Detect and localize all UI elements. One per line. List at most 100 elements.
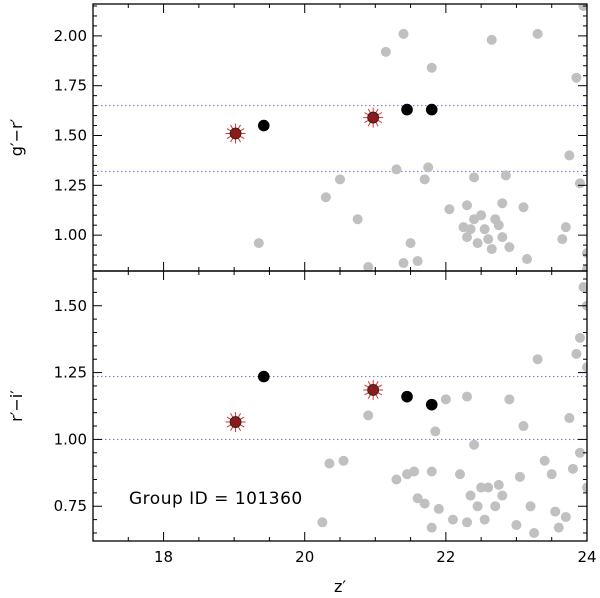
field-point: [405, 238, 416, 249]
field-point: [465, 490, 476, 501]
field-point: [486, 244, 497, 255]
field-point: [363, 410, 374, 421]
y-tick-label: 1.00: [54, 430, 87, 448]
field-point: [522, 254, 533, 265]
field-point: [493, 479, 504, 490]
field-point: [398, 28, 409, 39]
y-axis-title: g′−r′: [7, 118, 26, 156]
field-point: [571, 348, 582, 359]
field-point: [391, 474, 402, 485]
field-point: [465, 224, 476, 235]
field-point: [317, 517, 328, 528]
field-point: [253, 238, 264, 249]
highlighted-point: [225, 412, 246, 433]
field-point: [444, 204, 455, 215]
field-point: [578, 282, 587, 293]
field-point: [490, 501, 501, 512]
highlighted-point: [363, 107, 384, 128]
field-point: [426, 522, 437, 533]
y-tick-label: 1.50: [54, 127, 87, 145]
x-tick-label: 24: [577, 548, 596, 566]
field-point: [440, 394, 451, 405]
field-point: [574, 178, 585, 189]
field-point: [582, 248, 587, 259]
field-point: [582, 362, 587, 373]
field-point: [447, 514, 458, 525]
field-point: [483, 234, 494, 245]
field-point: [338, 455, 349, 466]
field-point: [479, 224, 490, 235]
field-point: [409, 466, 420, 477]
field-point: [532, 28, 543, 39]
field-point: [335, 174, 345, 185]
field-point: [472, 238, 483, 249]
field-point: [462, 517, 473, 528]
y-tick-label: 0.75: [54, 497, 87, 515]
field-point: [539, 455, 550, 466]
field-point: [493, 220, 504, 231]
member-point: [257, 370, 270, 383]
field-point: [454, 469, 465, 480]
highlighted-point: [225, 123, 246, 144]
field-point: [504, 242, 515, 253]
group-id-annotation: Group ID = 101360: [129, 489, 303, 509]
field-point: [363, 262, 374, 271]
field-point: [398, 258, 409, 269]
field-point: [324, 458, 335, 469]
field-point: [564, 413, 575, 424]
y-tick-label: 2.00: [54, 27, 87, 45]
x-tick-label: 20: [295, 548, 314, 566]
field-point: [574, 332, 585, 343]
field-point: [571, 72, 582, 83]
field-point: [567, 463, 578, 474]
field-point: [529, 527, 540, 538]
field-point: [518, 421, 529, 432]
field-point: [525, 501, 536, 512]
field-point: [574, 447, 585, 458]
field-point: [426, 466, 437, 477]
field-point: [497, 232, 508, 243]
field-point: [582, 264, 587, 271]
field-point: [500, 170, 511, 181]
field-point: [380, 46, 391, 57]
highlighted-point: [363, 379, 384, 400]
member-point: [257, 119, 270, 132]
field-point: [497, 198, 508, 209]
y-tick-label: 1.00: [54, 226, 87, 244]
field-point: [469, 439, 480, 450]
field-point: [479, 514, 490, 525]
field-point: [423, 162, 434, 173]
field-point: [553, 522, 564, 533]
member-point: [425, 103, 438, 116]
field-point: [426, 62, 437, 73]
field-point: [462, 232, 473, 243]
field-point: [412, 493, 423, 504]
field-point: [483, 482, 494, 493]
field-point: [560, 222, 571, 233]
field-point: [320, 192, 331, 203]
field-point: [430, 426, 441, 437]
y-axis-title: r′−i′: [7, 390, 26, 422]
field-point: [412, 256, 423, 267]
field-point: [476, 482, 487, 493]
field-point: [391, 164, 402, 175]
x-axis-title: z′: [334, 577, 346, 596]
field-point: [518, 202, 529, 213]
field-point: [497, 490, 508, 501]
member-point: [401, 390, 413, 403]
x-tick-label: 18: [154, 548, 173, 566]
field-point: [352, 214, 363, 225]
y-tick-label: 1.75: [54, 77, 87, 95]
field-point: [582, 482, 587, 493]
field-point: [486, 34, 497, 45]
member-point: [425, 398, 438, 411]
y-tick-label: 1.25: [54, 176, 87, 194]
member-point: [401, 103, 413, 116]
field-point: [433, 503, 444, 514]
panel-frame-top: [92, 3, 588, 272]
field-point: [472, 501, 483, 512]
field-point: [419, 174, 430, 185]
field-point: [511, 519, 522, 530]
field-point: [462, 391, 473, 402]
